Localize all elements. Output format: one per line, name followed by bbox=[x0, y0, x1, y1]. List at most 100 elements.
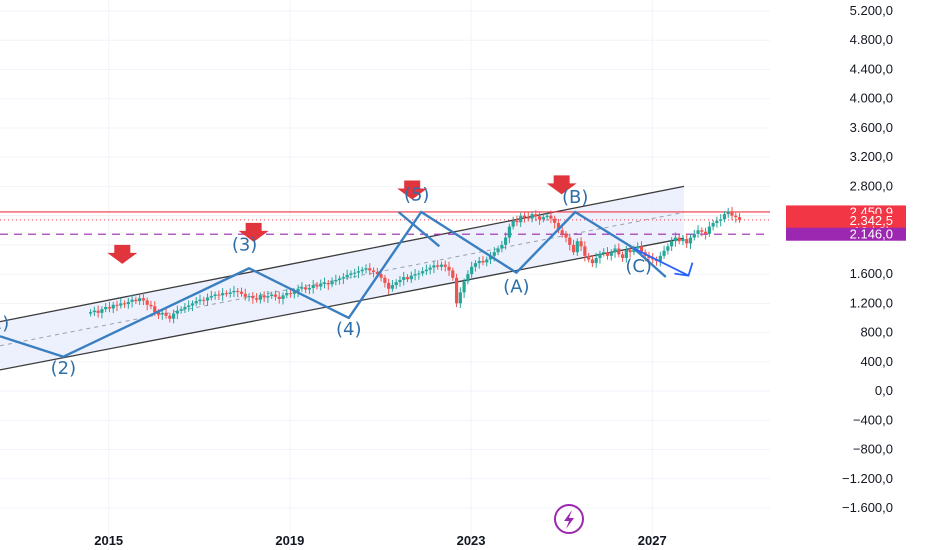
candle-body bbox=[492, 252, 496, 256]
candle-body bbox=[239, 291, 244, 294]
candle-body bbox=[662, 250, 666, 256]
sell-arrows bbox=[107, 175, 577, 264]
candle-body bbox=[673, 237, 678, 242]
candle-body bbox=[338, 278, 342, 280]
wave-label: (A) bbox=[503, 276, 529, 297]
candle-body bbox=[168, 315, 172, 319]
candle-body bbox=[462, 281, 466, 293]
candle-body bbox=[636, 246, 640, 249]
price-tag-bg bbox=[786, 227, 906, 241]
candle-body bbox=[522, 215, 527, 218]
candle-body bbox=[432, 265, 436, 268]
candle-body bbox=[111, 304, 115, 309]
candle-body bbox=[519, 215, 523, 223]
y-tick-label: 3.600,0 bbox=[850, 120, 893, 135]
candle-body bbox=[209, 296, 213, 298]
y-tick-label: −800,0 bbox=[853, 442, 893, 457]
candle-body bbox=[236, 290, 240, 292]
candle-body bbox=[715, 220, 719, 223]
candle-body bbox=[164, 312, 168, 316]
candle-body bbox=[594, 258, 598, 264]
y-tick-label: −400,0 bbox=[853, 412, 893, 427]
candle-body bbox=[534, 214, 538, 217]
candle-body bbox=[171, 313, 176, 319]
candle-body bbox=[726, 211, 730, 215]
candle-body bbox=[175, 310, 179, 314]
y-tick-label: 3.200,0 bbox=[850, 149, 893, 164]
candle-body bbox=[477, 260, 481, 264]
candle-body bbox=[153, 306, 157, 313]
candle-body bbox=[183, 307, 187, 310]
candle-body bbox=[413, 274, 417, 276]
candle-body bbox=[304, 287, 308, 290]
candle-body bbox=[349, 273, 353, 275]
candle-body bbox=[504, 237, 508, 245]
candle-body bbox=[307, 288, 312, 290]
sell-arrow-icon bbox=[107, 244, 138, 264]
candle-body bbox=[485, 259, 489, 263]
candle-body bbox=[700, 230, 704, 232]
candle-body bbox=[670, 241, 674, 247]
indicator-badge[interactable] bbox=[554, 504, 584, 534]
candle-body bbox=[213, 294, 217, 297]
candle-body bbox=[515, 220, 519, 223]
candle-body bbox=[617, 248, 621, 255]
candle-body bbox=[598, 253, 602, 259]
price-levels bbox=[0, 211, 770, 235]
y-tick-label: 5.200,0 bbox=[850, 3, 893, 18]
candle-body bbox=[428, 267, 432, 270]
candle-body bbox=[737, 217, 742, 220]
candle-body bbox=[334, 279, 338, 282]
candle-body bbox=[658, 255, 662, 261]
candle-body bbox=[666, 246, 670, 251]
x-axis[interactable]: 2015 2019 2023 2027 bbox=[94, 533, 666, 548]
candle-body bbox=[541, 217, 545, 220]
candle-body bbox=[258, 295, 262, 300]
candle-body bbox=[145, 300, 149, 305]
candle-body bbox=[281, 295, 285, 299]
candle-body bbox=[353, 272, 357, 274]
candle-body bbox=[379, 274, 383, 278]
candle-body bbox=[681, 239, 685, 242]
candle-body bbox=[537, 216, 542, 220]
candle-body bbox=[711, 222, 715, 227]
y-tick-label: 4.800,0 bbox=[850, 32, 893, 47]
candle-body bbox=[247, 296, 251, 298]
candle-body bbox=[488, 255, 493, 260]
candle-body bbox=[500, 244, 504, 249]
candle-body bbox=[292, 291, 296, 294]
candle-body bbox=[126, 301, 130, 305]
candle-body bbox=[405, 277, 410, 280]
candle-body bbox=[620, 254, 625, 259]
candle-body bbox=[564, 233, 568, 238]
candle-body bbox=[560, 230, 564, 234]
candle-body bbox=[179, 309, 183, 311]
candle-body bbox=[556, 222, 561, 231]
candle-body bbox=[277, 296, 281, 299]
candle-body bbox=[417, 273, 421, 275]
y-axis[interactable]: 5.200,0 4.800,0 4.400,0 4.000,0 3.600,0 3.200… bbox=[842, 3, 893, 515]
candle-body bbox=[703, 231, 708, 234]
candle-body bbox=[609, 252, 613, 256]
candle-body bbox=[583, 246, 587, 256]
candle-body bbox=[119, 303, 123, 306]
y-tick-label: 4.400,0 bbox=[850, 61, 893, 76]
candle-body bbox=[707, 226, 711, 234]
candle-body bbox=[549, 215, 553, 219]
candle-body bbox=[266, 296, 270, 298]
price-tag-label: 2.342,5 bbox=[850, 213, 893, 228]
candle-body bbox=[364, 268, 368, 270]
candle-body bbox=[590, 259, 594, 264]
y-tick-label: 400,0 bbox=[860, 354, 893, 369]
candle-body bbox=[443, 264, 447, 267]
candle-body bbox=[187, 305, 191, 308]
x-tick-label: 2015 bbox=[94, 533, 123, 548]
wave-cross-line bbox=[397, 211, 441, 248]
price-tag-label: 2.146,0 bbox=[850, 227, 893, 242]
candle-body bbox=[228, 292, 232, 294]
candle-body bbox=[473, 263, 478, 267]
lightning-bolt-icon bbox=[564, 510, 574, 529]
sell-arrow-icon bbox=[397, 180, 428, 200]
candle-body bbox=[507, 226, 511, 238]
